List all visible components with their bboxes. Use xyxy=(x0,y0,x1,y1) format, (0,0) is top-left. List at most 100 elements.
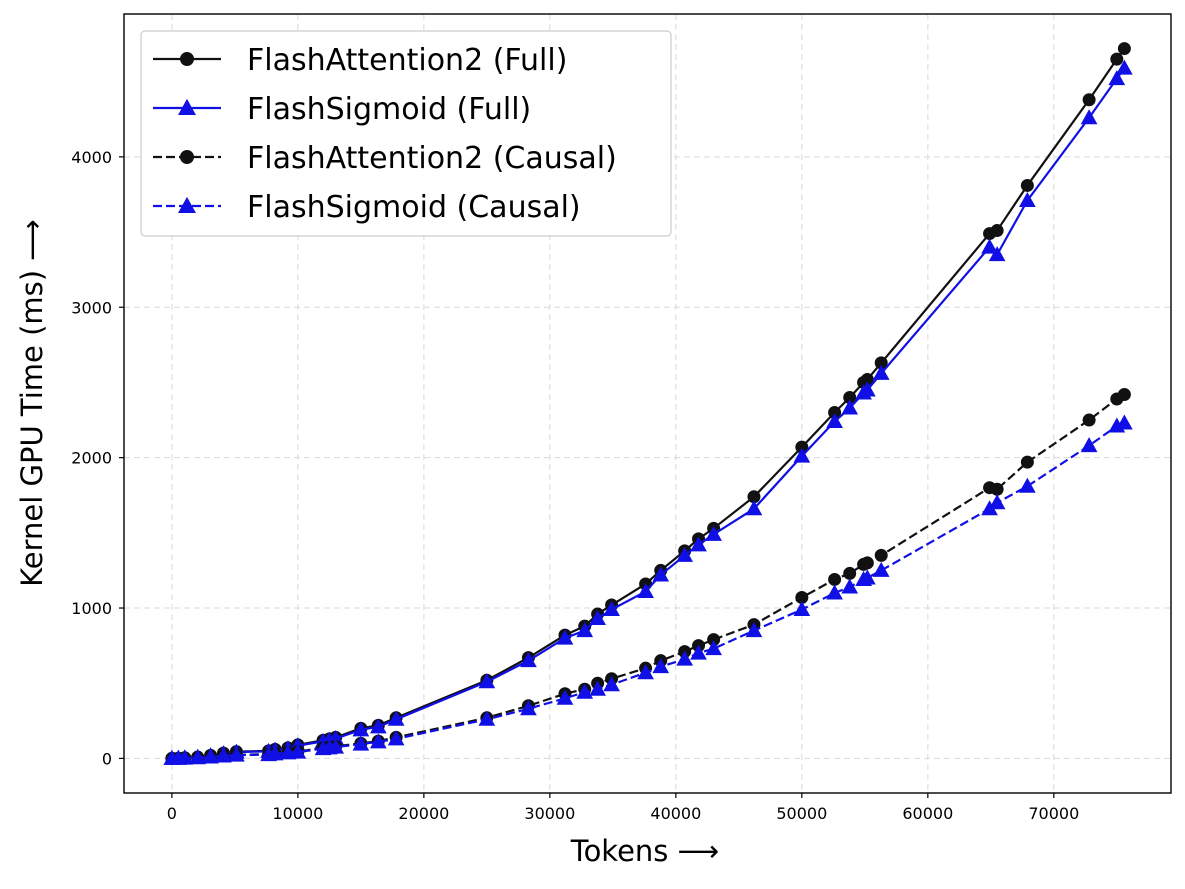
data-point xyxy=(1019,477,1036,493)
data-point xyxy=(215,747,232,763)
y-axis-label: Kernel GPU Time (ms) ⟶ xyxy=(15,219,49,587)
data-point xyxy=(793,600,811,617)
data-point xyxy=(603,600,620,617)
data-point xyxy=(988,494,1006,510)
data-point xyxy=(745,622,763,638)
data-point xyxy=(872,364,890,380)
data-point xyxy=(369,733,387,749)
data-point xyxy=(860,556,874,570)
legend-marker xyxy=(180,150,194,164)
y-axis-ticks: 0 1000 2000 3000 4000 xyxy=(71,148,124,768)
data-point xyxy=(266,745,284,761)
legend-label: FlashSigmoid (Full) xyxy=(247,92,531,127)
data-point xyxy=(1117,42,1131,56)
x-tick-label: 50000 xyxy=(776,804,827,823)
series-3 xyxy=(163,414,1133,765)
legend: FlashAttention2 (Full) FlashSigmoid (Full… xyxy=(140,30,672,237)
data-point xyxy=(705,640,722,656)
data-point xyxy=(176,749,194,765)
x-tick-label: 60000 xyxy=(902,804,953,823)
x-tick-label: 0 xyxy=(167,804,177,823)
data-point xyxy=(826,413,843,429)
data-point xyxy=(874,548,888,562)
data-point xyxy=(1019,191,1036,207)
data-point xyxy=(387,730,405,746)
data-point xyxy=(556,629,574,645)
data-point xyxy=(369,718,387,734)
data-point xyxy=(981,238,998,254)
data-point xyxy=(202,748,219,764)
data-point xyxy=(603,676,620,692)
data-point xyxy=(478,673,496,689)
data-point xyxy=(520,700,537,716)
data-point xyxy=(1110,52,1124,66)
data-point xyxy=(1108,70,1126,86)
x-axis-label: Tokens ⟶ xyxy=(570,834,719,868)
data-point xyxy=(352,735,370,751)
data-point xyxy=(826,584,843,600)
y-tick-label: 3000 xyxy=(71,298,112,317)
data-point xyxy=(589,680,606,696)
data-point xyxy=(872,561,890,577)
x-tick-label: 40000 xyxy=(650,804,701,823)
legend-label: FlashAttention2 (Causal) xyxy=(247,141,617,176)
data-point xyxy=(1116,59,1133,75)
legend-marker xyxy=(180,52,194,66)
data-point xyxy=(478,710,496,726)
y-tick-label: 0 xyxy=(102,749,112,768)
data-point xyxy=(189,749,207,765)
data-point xyxy=(690,644,707,660)
data-point xyxy=(652,566,670,582)
data-point xyxy=(589,610,606,626)
data-point xyxy=(327,738,345,754)
data-point xyxy=(690,536,707,552)
legend-marker xyxy=(178,196,196,213)
data-point xyxy=(676,546,694,562)
data-point xyxy=(859,569,876,585)
legend-marker xyxy=(178,98,196,115)
data-point xyxy=(990,224,1004,238)
data-point xyxy=(1080,109,1098,125)
y-tick-label: 4000 xyxy=(71,148,112,167)
data-point xyxy=(705,525,722,541)
data-point xyxy=(1117,387,1131,401)
x-tick-label: 20000 xyxy=(398,804,449,823)
x-tick-label: 10000 xyxy=(272,804,323,823)
data-point xyxy=(828,572,842,586)
data-point xyxy=(1082,413,1096,427)
data-point xyxy=(841,399,859,415)
plot-area-frame xyxy=(123,13,1172,794)
data-point xyxy=(990,482,1004,496)
legend-label: FlashSigmoid (Causal) xyxy=(247,190,581,225)
y-tick-label: 2000 xyxy=(71,449,112,468)
x-tick-label: 30000 xyxy=(524,804,575,823)
data-point xyxy=(556,689,574,705)
data-point xyxy=(576,622,594,638)
y-tick-label: 1000 xyxy=(71,599,112,618)
series-layer xyxy=(163,42,1133,765)
data-point xyxy=(859,381,876,397)
data-point xyxy=(676,650,694,666)
data-point xyxy=(1020,178,1034,192)
data-point xyxy=(793,447,811,463)
data-point xyxy=(576,683,594,699)
x-axis-ticks: 0 10000 20000 30000 40000 50000 60000 70000 xyxy=(167,793,1079,823)
data-point xyxy=(1116,414,1133,430)
data-point xyxy=(745,500,763,516)
x-tick-label: 70000 xyxy=(1028,804,1079,823)
data-point xyxy=(652,658,670,674)
data-point xyxy=(637,582,654,598)
legend-box xyxy=(140,30,672,237)
data-point xyxy=(841,578,859,594)
data-point xyxy=(1082,93,1096,107)
data-point xyxy=(289,743,307,759)
data-point xyxy=(228,746,245,762)
legend-label: FlashAttention2 (Full) xyxy=(247,43,567,78)
data-point xyxy=(637,664,654,680)
data-point xyxy=(988,246,1006,262)
data-point xyxy=(520,652,537,668)
data-point xyxy=(1080,437,1098,453)
data-point xyxy=(1020,455,1034,469)
